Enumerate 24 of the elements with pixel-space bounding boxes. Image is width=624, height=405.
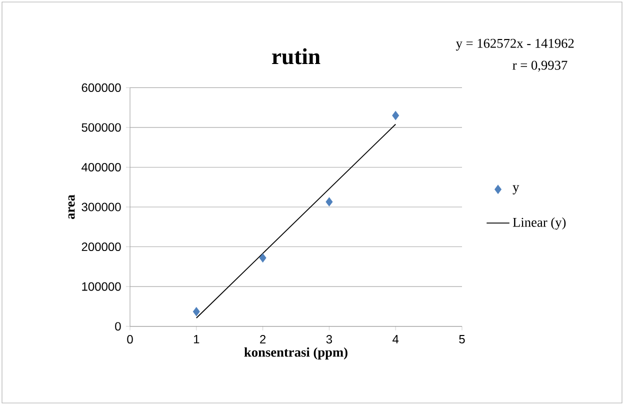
y-tick-label: 100000: [82, 282, 121, 291]
x-tick-label: 3: [326, 335, 332, 344]
point: [259, 253, 266, 262]
x-tick-label: 1: [194, 335, 200, 344]
point: [326, 197, 333, 206]
text: y = 162572x - 141962: [456, 38, 574, 51]
y-tick-label: 500000: [82, 123, 121, 132]
point: [192, 307, 200, 316]
y-tick-label: 600000: [82, 83, 121, 92]
x-tick-label: 4: [392, 335, 399, 344]
x-axis-title: konsentrasi (ppm): [244, 347, 348, 360]
x-tick-label: 2: [260, 335, 266, 344]
point: [392, 110, 400, 120]
y-axis-title: area: [68, 194, 75, 220]
y-tick-label: 200000: [82, 242, 121, 252]
y-tick-label: 300000: [82, 202, 121, 212]
x-tick-label: 0: [127, 335, 133, 344]
x-tick-label: 5: [459, 335, 465, 344]
chart-title: rutin: [272, 48, 320, 64]
legend-label: y: [512, 185, 520, 194]
y-tick-label: 0: [115, 322, 121, 331]
text: r = 0,9937: [512, 60, 568, 72]
y-tick-label: 400000: [82, 162, 121, 172]
legend-label: Linear (y): [512, 217, 566, 230]
